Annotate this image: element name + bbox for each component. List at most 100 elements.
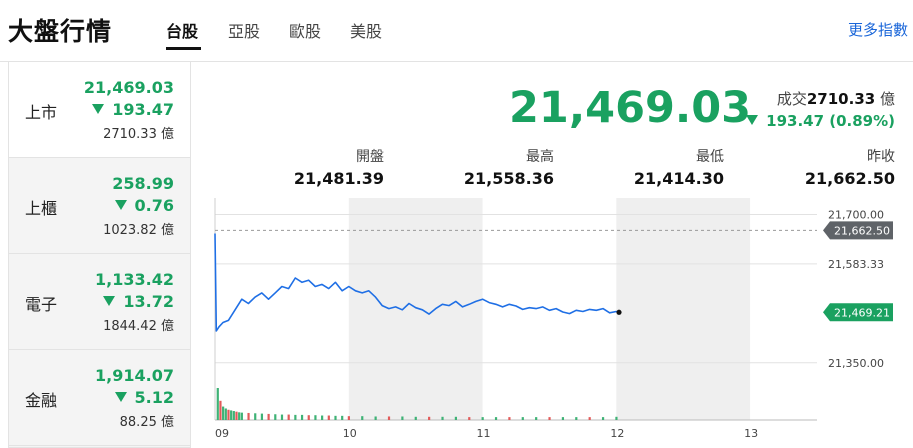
- last-price-flag-bg: [823, 303, 893, 322]
- market-change-value: 13.72: [123, 292, 174, 311]
- index-change-value: 193.47 (0.89%): [766, 112, 895, 130]
- volume-bar: [588, 417, 591, 420]
- volume-bar: [347, 416, 350, 420]
- turnover-value: 2710.33: [806, 90, 876, 108]
- x-tick-label: 12: [610, 427, 624, 440]
- market-change: 5.12: [114, 388, 174, 407]
- market-item-electronics[interactable]: 電子 1,133.42 13.72 1844.42 億: [9, 254, 190, 350]
- market-price: 258.99: [112, 174, 174, 193]
- volume-bar: [521, 417, 524, 420]
- volume-bar: [240, 412, 243, 420]
- index-change: 193.47 (0.89%): [746, 112, 895, 130]
- intraday-chart[interactable]: 21,700.00 21,583.33 21,350.00 09 10 11 12 13 21,…: [212, 198, 913, 448]
- volume-bar: [387, 416, 391, 420]
- volume-bar: [561, 417, 565, 420]
- volume-bar: [601, 417, 605, 420]
- last-price-flag-label: 21,469.21: [834, 306, 890, 319]
- market-volume: 1844.42 億: [103, 319, 174, 334]
- market-name: 上櫃: [25, 199, 58, 218]
- market-volume: 1023.82 億: [103, 223, 174, 238]
- volume-bar: [219, 400, 222, 420]
- volume-bar: [307, 415, 310, 420]
- stat-value: 21,481.39: [293, 169, 384, 188]
- volume-bar: [327, 415, 330, 420]
- market-change-value: 193.47: [112, 100, 174, 119]
- market-name: 金融: [25, 391, 58, 410]
- volume-bar: [494, 417, 498, 420]
- volume-bar: [235, 411, 238, 420]
- x-tick-label: 10: [343, 427, 357, 440]
- market-item-finance[interactable]: 金融 1,914.07 5.12 88.25 億: [9, 350, 190, 446]
- price-line: [214, 233, 620, 332]
- volume-bar: [230, 410, 233, 420]
- volume-bar: [414, 416, 417, 420]
- stat-label: 最高: [526, 149, 554, 165]
- market-change-value: 0.76: [134, 196, 174, 215]
- volume-bar: [287, 414, 290, 420]
- stat-high: 最高 21,558.36: [464, 146, 554, 188]
- volume-bar: [615, 416, 618, 420]
- tab-tw-stock[interactable]: 台股: [166, 22, 199, 41]
- volume-bar: [314, 415, 317, 420]
- stat-label: 最低: [696, 149, 724, 165]
- volume-bar: [222, 406, 225, 420]
- stat-value: 21,558.36: [463, 169, 554, 188]
- down-triangle-icon: [114, 392, 127, 402]
- x-tick-label: 13: [744, 427, 758, 440]
- volume-bar: [468, 417, 471, 420]
- volume-bar: [300, 414, 304, 420]
- turnover: 成交2710.33 億: [777, 88, 895, 109]
- volume-bar: [535, 417, 538, 420]
- volume-bar: [361, 416, 364, 420]
- down-triangle-icon: [746, 115, 759, 125]
- market-price: 1,914.07: [95, 366, 174, 385]
- volume-bar: [247, 412, 250, 420]
- volume-bar: [294, 414, 297, 420]
- y-tick-label: 21,350.00: [828, 357, 884, 370]
- prev-close-flag-label: 21,662.50: [834, 224, 890, 237]
- hour-band: [348, 198, 483, 420]
- stat-prev-close: 昨收 21,662.50: [805, 146, 895, 188]
- down-triangle-icon: [103, 296, 116, 306]
- stat-label: 開盤: [356, 149, 384, 165]
- stat-label: 昨收: [867, 149, 895, 165]
- active-tab-indicator: [166, 47, 201, 50]
- more-indices-link[interactable]: 更多指數: [848, 21, 909, 39]
- volume-bar: [267, 413, 270, 420]
- hour-band: [616, 198, 751, 420]
- volume-bar: [508, 417, 511, 420]
- volume-bar: [575, 417, 578, 420]
- volume-bar: [548, 417, 551, 420]
- market-change-value: 5.12: [134, 388, 174, 407]
- volume-bar: [454, 416, 457, 420]
- prev-close-flag-bg: [823, 221, 893, 240]
- market-item-listed[interactable]: 上市 21,469.03 193.47 2710.33 億: [9, 62, 190, 158]
- market-item-otc[interactable]: 上櫃 258.99 0.76 1023.82 億: [9, 158, 190, 254]
- market-price: 21,469.03: [83, 78, 174, 97]
- tab-europe-stock[interactable]: 歐股: [289, 22, 322, 41]
- top-bar: 大盤行情 台股 亞股 歐股 美股 更多指數: [0, 0, 913, 62]
- stat-low: 最低 21,414.30: [634, 146, 724, 188]
- volume-bar: [428, 416, 431, 420]
- x-tick-label: 09: [215, 427, 229, 440]
- y-tick-label: 21,700.00: [828, 208, 884, 221]
- volume-bar: [321, 415, 324, 420]
- volume-bar: [224, 408, 227, 420]
- volume-bar: [232, 411, 235, 420]
- volume-bar: [238, 412, 241, 420]
- volume-bar: [260, 413, 264, 420]
- y-tick-label: 21,583.33: [828, 258, 884, 271]
- volume-bar: [334, 415, 337, 420]
- volume-bar: [280, 414, 284, 420]
- tab-asia-stock[interactable]: 亞股: [228, 22, 261, 41]
- turnover-unit: 億: [879, 90, 895, 108]
- volume-bar: [274, 414, 277, 420]
- last-point: [616, 309, 622, 315]
- volume-bar: [481, 417, 484, 420]
- stat-value: 21,414.30: [633, 169, 724, 188]
- volume-bar: [254, 413, 257, 420]
- market-name: 電子: [25, 295, 58, 314]
- intraday-chart-svg: 21,700.00 21,583.33 21,350.00 09 10 11 12 13 21,…: [214, 198, 893, 440]
- volume-bar: [374, 416, 377, 420]
- tab-us-stock[interactable]: 美股: [350, 22, 383, 41]
